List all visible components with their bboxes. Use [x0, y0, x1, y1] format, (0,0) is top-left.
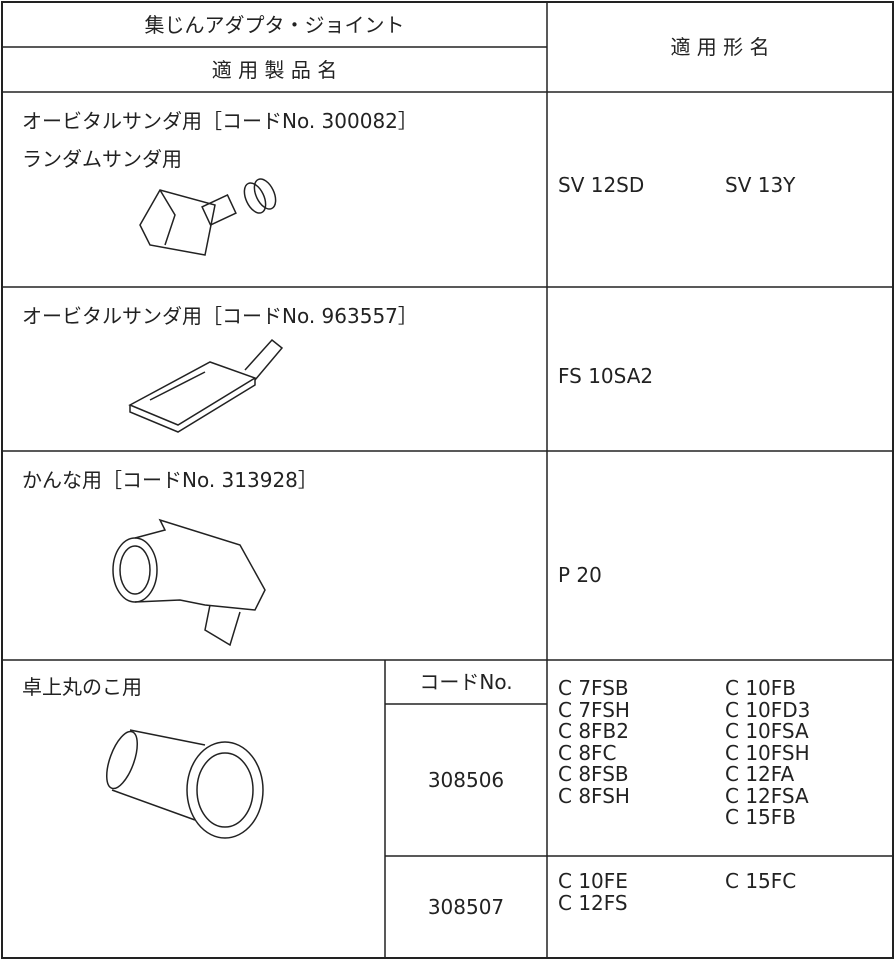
- model-name: FS 10SA2: [558, 364, 654, 388]
- model-name: SV 12SD: [558, 173, 645, 197]
- product-name: ランダムサンダ用: [22, 147, 182, 171]
- model-name: C 10FSA: [725, 719, 809, 743]
- model-name: C 10FD3: [725, 697, 811, 722]
- orbital-adapter-illustration: [128, 338, 284, 433]
- model-name: P 20: [558, 563, 602, 587]
- header-product-label: 適 用 製 品 名: [211, 58, 338, 82]
- model-name: C 7FSH: [558, 697, 630, 722]
- model-name: C 15FB: [725, 805, 796, 829]
- model-name: C 7FSB: [558, 676, 629, 700]
- code-label: コードNo.: [419, 670, 513, 694]
- code-number: 308506: [427, 768, 505, 792]
- header-title: 集じんアダプタ・ジョイント: [144, 13, 405, 37]
- model-name: C 12FSA: [725, 783, 809, 808]
- saw-adapter-illustration: [106, 729, 264, 839]
- product-name: 卓上丸のこ用: [22, 675, 142, 699]
- model-name: C 8FC: [558, 740, 617, 765]
- model-name: C 10FB: [725, 676, 796, 700]
- model-name: C 10FE: [558, 869, 628, 893]
- product-name: オービタルサンダ用［コードNo. 963557］: [22, 304, 418, 328]
- planer-adapter-illustration: [112, 518, 266, 647]
- code-number: 308507: [427, 895, 505, 919]
- sander-adapter-illustration: [139, 178, 277, 256]
- model-name: C 12FA: [725, 762, 795, 786]
- model-name: C 10FSH: [725, 740, 810, 765]
- model-name: C 8FSH: [558, 783, 630, 808]
- header-model-label: 適 用 形 名: [670, 35, 770, 59]
- product-name: オービタルサンダ用［コードNo. 300082］: [22, 109, 418, 133]
- model-name: C 12FS: [558, 890, 628, 915]
- model-name: C 8FB2: [558, 719, 629, 743]
- model-name: C 15FC: [725, 869, 797, 893]
- model-name: C 8FSB: [558, 762, 629, 786]
- model-name: SV 13Y: [725, 173, 796, 197]
- product-name: かんな用［コードNo. 313928］: [22, 468, 318, 492]
